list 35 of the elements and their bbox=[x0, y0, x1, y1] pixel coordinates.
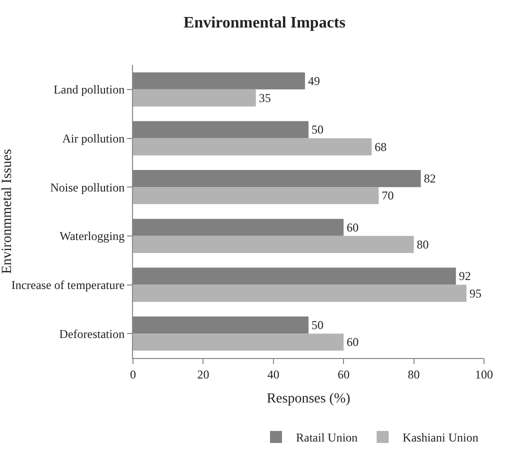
data-label: 49 bbox=[308, 74, 320, 88]
y-tick-label: Noise pollution bbox=[50, 180, 125, 194]
x-tick-label: 60 bbox=[338, 367, 350, 382]
bar bbox=[133, 284, 466, 302]
data-label: 60 bbox=[346, 220, 359, 234]
legend-label: Ratail Union bbox=[296, 430, 358, 445]
y-axis-title: Environmmetal Issues bbox=[0, 149, 15, 274]
data-label: 70 bbox=[382, 188, 394, 203]
y-tick-label: Deforestation bbox=[59, 326, 125, 341]
bar bbox=[133, 334, 344, 351]
data-label: 95 bbox=[469, 286, 482, 300]
data-label: 50 bbox=[312, 122, 324, 137]
y-tick-label: Waterlogging bbox=[60, 229, 125, 244]
data-label: 68 bbox=[374, 140, 387, 154]
x-tick-label: 20 bbox=[197, 367, 210, 382]
y-tick-label: Air pollution bbox=[62, 131, 125, 146]
y-tick-label: Land pollution bbox=[54, 82, 125, 97]
data-label: 80 bbox=[416, 237, 429, 252]
x-axis-title: Responses (%) bbox=[266, 392, 351, 407]
bar bbox=[133, 187, 379, 204]
data-label: 60 bbox=[346, 335, 359, 350]
x-tick-label: 40 bbox=[267, 367, 280, 382]
y-tick-label: Increase of temperature bbox=[11, 278, 125, 292]
x-tick-label: 0 bbox=[130, 367, 136, 382]
data-label: 35 bbox=[258, 90, 271, 105]
x-tick-label: 100 bbox=[475, 367, 493, 382]
x-tick-label: 80 bbox=[408, 367, 420, 382]
bar bbox=[133, 89, 256, 107]
bar bbox=[133, 138, 372, 156]
data-label: 50 bbox=[312, 318, 324, 332]
bar bbox=[133, 236, 414, 254]
data-label: 82 bbox=[424, 172, 436, 186]
chart-title: Environmental Impacts bbox=[184, 14, 346, 32]
data-label: 92 bbox=[458, 269, 471, 284]
legend-label: Kashiani Union bbox=[402, 430, 478, 445]
